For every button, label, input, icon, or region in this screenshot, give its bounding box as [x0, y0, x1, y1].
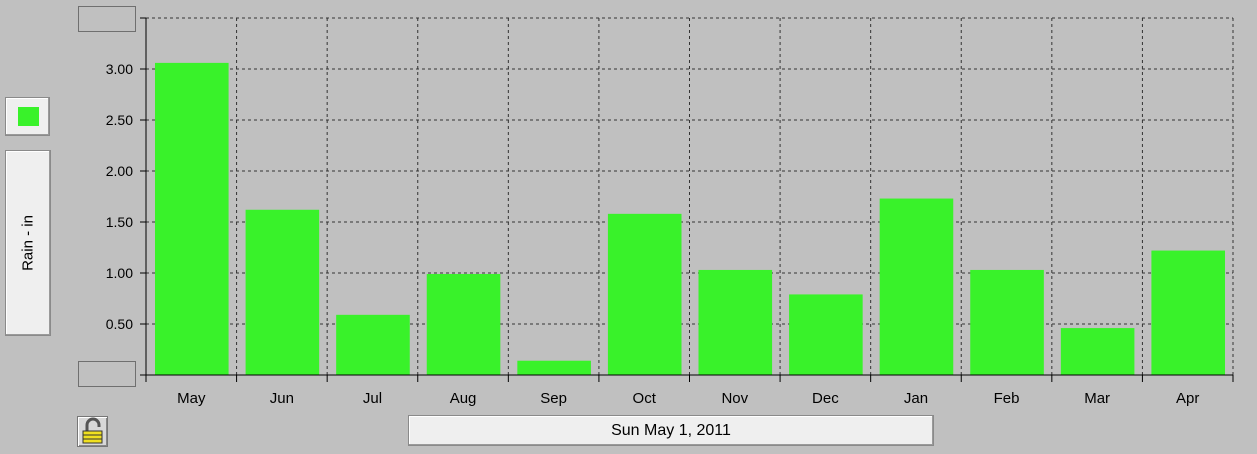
bar-jan[interactable] [879, 198, 954, 375]
lock-icon [82, 417, 103, 444]
x-tick-label: Dec [812, 390, 839, 407]
y-min-field[interactable] [78, 361, 136, 387]
bar-sep[interactable] [517, 360, 591, 375]
bar-nov[interactable] [698, 269, 773, 375]
x-tick-label: Mar [1084, 390, 1110, 407]
x-tick-label: Nov [721, 390, 748, 407]
bar-oct[interactable] [607, 213, 682, 375]
y-axis-label: Rain - in [19, 215, 37, 271]
x-tick-labels: May Jun Jul Aug Sep Oct Nov Dec Jan Feb Mar Apr [177, 390, 1199, 407]
y-tick-labels: 0.000.501.001.502.002.503.003.50 [106, 10, 133, 383]
bar-dec[interactable] [789, 294, 863, 375]
legend-swatch [18, 107, 39, 126]
y-tick-label: 1.50 [106, 214, 133, 230]
bar-aug[interactable] [426, 274, 501, 375]
x-tick-label: Jan [904, 390, 928, 407]
x-tick-label: Oct [633, 390, 657, 407]
chart-axes [140, 17, 1234, 382]
bar-feb[interactable] [970, 269, 1044, 375]
x-tick-label: Apr [1176, 390, 1199, 407]
y-tick-label: 2.50 [106, 112, 133, 128]
date-button[interactable]: Sun May 1, 2011 [408, 415, 934, 446]
x-tick-label: May [177, 390, 206, 407]
bar-jun[interactable] [245, 209, 320, 375]
bar-mar[interactable] [1060, 328, 1135, 375]
y-tick-label: 3.00 [106, 61, 133, 77]
lock-button[interactable] [77, 416, 108, 447]
y-tick-label: 1.00 [106, 265, 133, 281]
y-max-field[interactable] [78, 6, 136, 32]
y-tick-label: 2.00 [106, 163, 133, 179]
chart-grid [146, 17, 1234, 375]
bar-jul[interactable] [336, 314, 410, 375]
y-axis-label-button[interactable]: Rain - in [5, 150, 51, 336]
x-tick-label: Jul [363, 390, 382, 407]
y-tick-label: 0.50 [106, 316, 133, 332]
x-tick-label: Sep [540, 390, 567, 407]
chart-bars [155, 62, 1225, 375]
bar-may[interactable] [155, 62, 229, 375]
bar-apr[interactable] [1151, 250, 1225, 375]
legend-item-rain[interactable] [5, 97, 50, 136]
date-label: Sun May 1, 2011 [611, 421, 731, 439]
x-tick-label: Jun [270, 390, 294, 407]
x-tick-label: Aug [450, 390, 477, 407]
x-tick-label: Feb [994, 390, 1020, 407]
